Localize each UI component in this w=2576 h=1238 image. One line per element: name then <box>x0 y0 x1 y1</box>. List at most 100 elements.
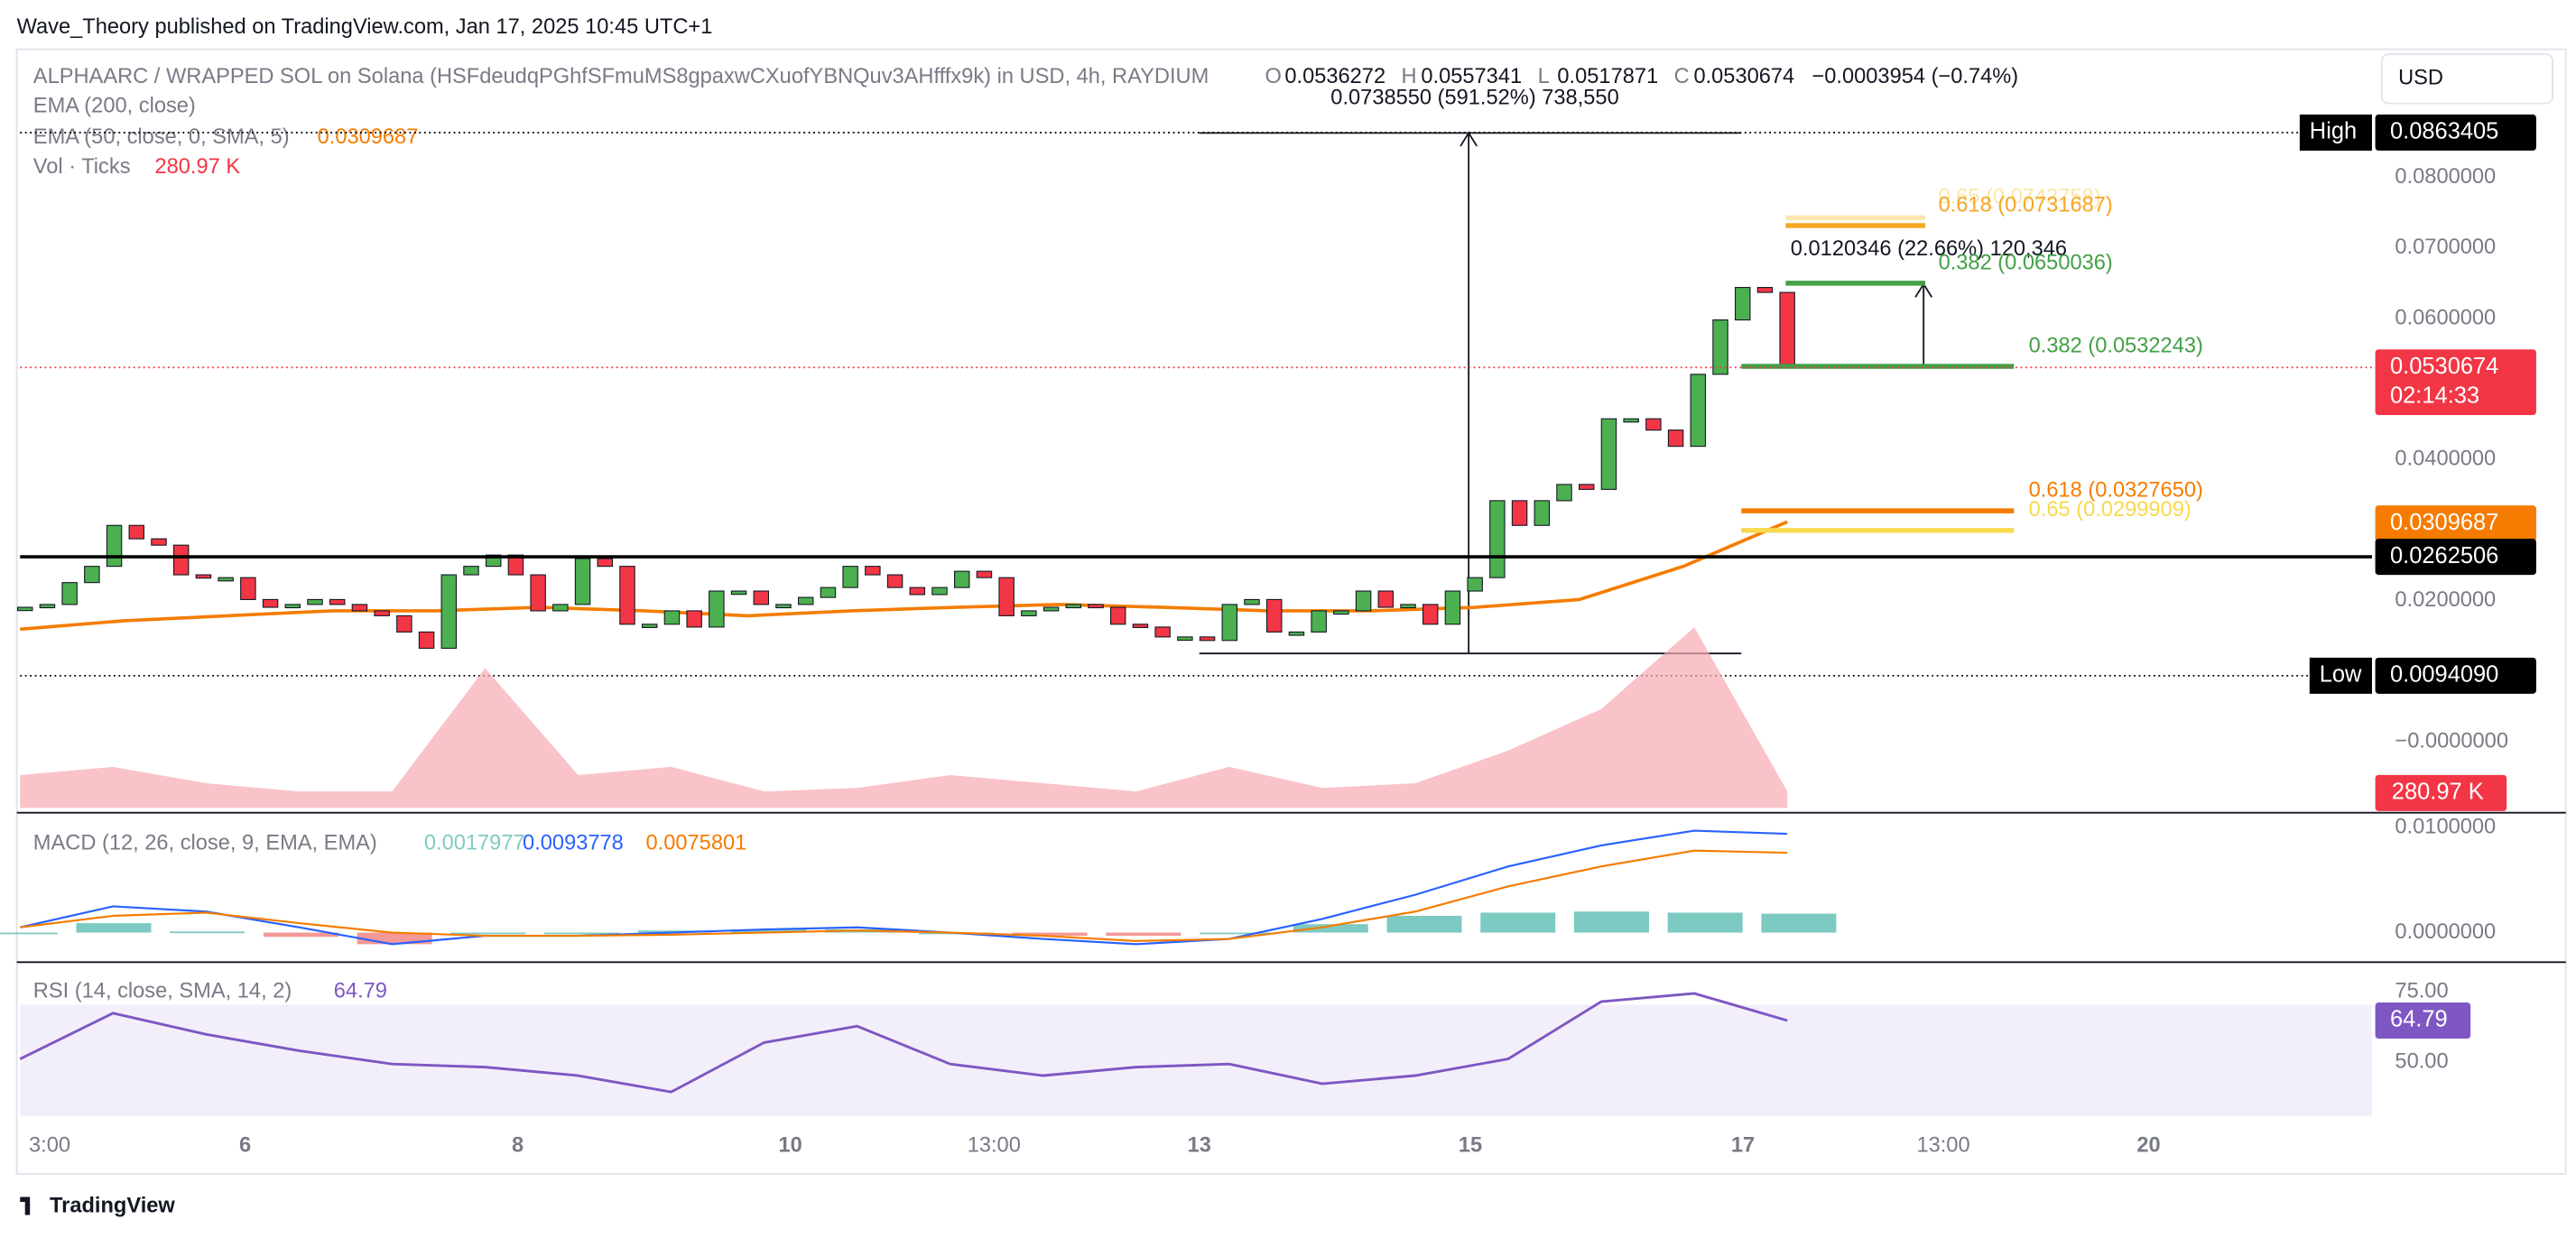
candle <box>172 544 190 576</box>
candle <box>1377 590 1395 608</box>
candle <box>709 590 725 628</box>
rsi-box <box>2375 1002 2471 1039</box>
publisher: Wave_Theory published on TradingView.com… <box>17 15 713 39</box>
price-box <box>2375 539 2536 576</box>
candle <box>463 566 479 576</box>
time-label: 13:00 <box>968 1133 1021 1157</box>
candle <box>1511 500 1528 526</box>
candle <box>753 590 770 605</box>
macd-line <box>20 829 1788 946</box>
candle <box>1244 598 1260 605</box>
candle <box>1645 418 1662 431</box>
currency-button[interactable] <box>2380 53 2554 105</box>
ohlc-value: 0.0557341 <box>1421 65 1522 88</box>
candle <box>1355 590 1372 612</box>
rsi-band <box>20 1004 2372 1117</box>
candle <box>240 577 256 600</box>
macd-hist-bar <box>0 932 58 935</box>
ohlc-key: L <box>1538 65 1550 88</box>
time-label: 8 <box>512 1133 524 1157</box>
candle <box>597 558 614 568</box>
candle <box>284 604 301 609</box>
candle <box>39 604 56 609</box>
candle <box>128 524 145 540</box>
candle <box>1199 636 1216 642</box>
volume-area <box>20 627 1788 808</box>
candle <box>16 606 33 612</box>
candle <box>775 604 792 609</box>
candle <box>1556 484 1572 502</box>
candle <box>1132 624 1149 628</box>
ohlc-key: C <box>1674 65 1690 88</box>
macd-hist-bar <box>1480 912 1556 933</box>
candle <box>1400 604 1416 609</box>
candle <box>329 598 346 605</box>
footer-logo: TradingView <box>50 1195 175 1218</box>
candle <box>1735 287 1751 321</box>
candle <box>797 596 814 605</box>
candle <box>61 582 78 605</box>
candle <box>151 538 167 546</box>
candle <box>998 577 1015 616</box>
rsi-line <box>19 992 1788 1094</box>
candle <box>1600 418 1617 490</box>
candle <box>1288 631 1305 636</box>
volume-box <box>2375 774 2507 811</box>
rsi-box-label: 64.79 <box>2390 1007 2448 1032</box>
candle <box>1177 636 1193 642</box>
candle <box>619 566 635 625</box>
price-box-label: 0.0309687 <box>2390 510 2498 535</box>
candle <box>909 587 926 596</box>
time-label: 10 <box>779 1133 802 1157</box>
macd-hist-value: 0.0017977 <box>424 832 525 855</box>
candle <box>1422 604 1439 625</box>
macd-value: 0.0093778 <box>523 832 624 855</box>
candle <box>1623 418 1639 423</box>
macd-hist-bar <box>76 923 152 933</box>
macd-hist-bar <box>263 932 338 938</box>
ohlc-value: 0.0530674 <box>1693 65 1794 88</box>
candle <box>1467 577 1483 592</box>
macd-hist-bar <box>1761 913 1837 933</box>
price-box-label: 0.0530674 <box>2390 354 2498 379</box>
candle <box>1021 610 1037 616</box>
price-box-label: 0.0262506 <box>2390 543 2498 568</box>
macd-hist-bar <box>1012 932 1088 937</box>
macd-tick-label: 0.0100000 <box>2395 815 2496 838</box>
level-name-box <box>2299 114 2372 151</box>
price-tick-label: 0.0200000 <box>2395 588 2496 612</box>
candle <box>106 524 123 568</box>
candle <box>195 574 212 579</box>
candle <box>1489 500 1506 578</box>
volume-legend: Vol · Ticks <box>33 155 131 179</box>
measure-label: 0.0738550 (591.52%) 738,550 <box>1330 86 1618 109</box>
time-label: 17 <box>1731 1133 1755 1157</box>
currency[interactable]: USD <box>2398 67 2443 90</box>
macd-hist-bar <box>450 932 526 935</box>
candle <box>418 631 435 649</box>
logo-icon <box>20 1196 31 1215</box>
candle <box>1444 590 1461 625</box>
macd-hist-bar <box>544 932 620 935</box>
fib-label: 0.618 (0.0731687) <box>1939 193 2113 217</box>
level-name-box <box>2309 657 2372 694</box>
time-label: 6 <box>239 1133 251 1157</box>
change: −0.0003954 (−0.74%) <box>1812 65 2018 88</box>
price-tick-label: 0.0600000 <box>2395 306 2496 329</box>
candle <box>1221 604 1238 642</box>
signal-line <box>20 849 1788 942</box>
price-box <box>2375 349 2536 416</box>
candle <box>574 558 591 605</box>
time-label: 15 <box>1459 1133 1482 1157</box>
candle <box>552 604 569 612</box>
macd-hist-bar <box>1386 915 1462 933</box>
candle <box>1265 598 1283 633</box>
ema200-legend: EMA (200, close) <box>33 95 196 118</box>
ema50-legend: EMA (50, close, 0, SMA, 5) <box>33 125 290 149</box>
candle <box>351 604 368 612</box>
candle <box>931 587 948 596</box>
candle <box>842 566 858 588</box>
symbol: ALPHAARC / WRAPPED SOL on Solana (HSFdeu… <box>33 65 1209 88</box>
candle <box>1088 604 1104 609</box>
